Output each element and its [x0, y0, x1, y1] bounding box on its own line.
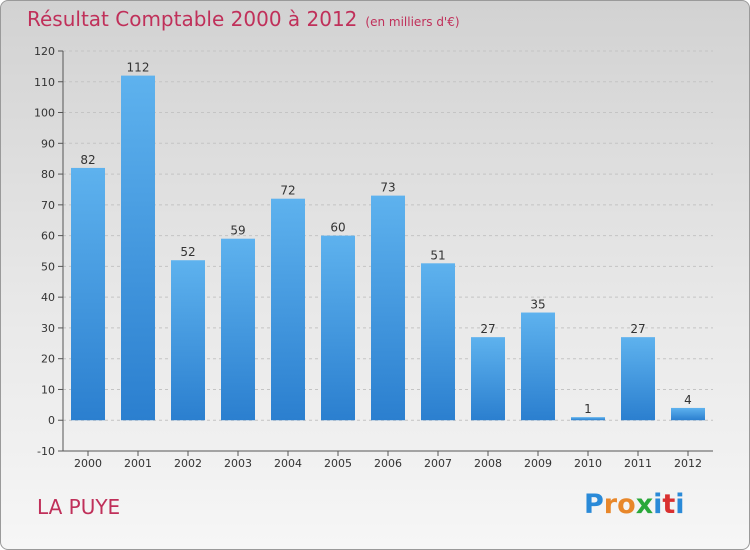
- y-tick-label: 30: [41, 322, 55, 335]
- logo-letter: t: [662, 489, 676, 520]
- logo-letter: o: [617, 489, 636, 520]
- proxiti-logo: Proxiti: [584, 489, 685, 520]
- logo-letter: i: [653, 489, 663, 520]
- value-label: 35: [530, 298, 545, 312]
- bar-2002: [171, 260, 205, 421]
- y-tick-label: 10: [41, 383, 55, 396]
- x-tick-label: 2009: [524, 457, 552, 470]
- y-tick-label: 20: [41, 353, 55, 366]
- value-label: 59: [230, 224, 245, 238]
- value-label: 27: [480, 322, 495, 336]
- y-tick-label: 80: [41, 168, 55, 181]
- x-tick-label: 2004: [274, 457, 302, 470]
- x-tick-label: 2001: [124, 457, 152, 470]
- value-label: 60: [330, 221, 345, 235]
- value-label: 4: [684, 393, 692, 407]
- x-tick-label: 2012: [674, 457, 702, 470]
- bar-2003: [221, 238, 255, 421]
- x-tick-label: 2006: [374, 457, 402, 470]
- logo-letter: i: [675, 489, 685, 520]
- logo-letter: P: [584, 489, 604, 520]
- bar-2011: [621, 337, 655, 421]
- bar-2000: [71, 167, 105, 421]
- bar-2009: [521, 312, 555, 421]
- x-tick-label: 2011: [624, 457, 652, 470]
- chart-subtitle: (en milliers d'€): [365, 15, 460, 29]
- x-tick-label: 2002: [174, 457, 202, 470]
- y-tick-label: 70: [41, 199, 55, 212]
- y-tick-label: 100: [34, 107, 55, 120]
- axes: [58, 50, 713, 456]
- value-label: 51: [430, 248, 445, 262]
- y-tick-label: 90: [41, 137, 55, 150]
- y-tick-label: 0: [48, 414, 55, 427]
- value-label: 27: [630, 322, 645, 336]
- value-label: 1: [584, 402, 592, 416]
- x-tick-label: 2003: [224, 457, 252, 470]
- bar-2001: [121, 75, 155, 421]
- x-tick-label: 2005: [324, 457, 352, 470]
- bar-2004: [271, 198, 305, 421]
- value-label: 82: [80, 153, 95, 167]
- value-label: 73: [380, 181, 395, 195]
- x-tick-label: 2007: [424, 457, 452, 470]
- bar-2005: [321, 235, 355, 421]
- chart-title-text: Résultat Comptable 2000 à 2012: [27, 7, 358, 31]
- chart-title: Résultat Comptable 2000 à 2012 (en millie…: [27, 7, 460, 31]
- bar-2007: [421, 263, 455, 421]
- labels: -10 0 10 20 30 40 50 60 70 80 90 100 110 120 82 2000 112…: [34, 45, 702, 470]
- value-label: 72: [280, 184, 295, 198]
- x-tick-label: 2000: [74, 457, 102, 470]
- logo-letter: x: [635, 489, 654, 520]
- y-tick-label: 110: [34, 76, 55, 89]
- y-tick-label: 40: [41, 291, 55, 304]
- bar-2008: [471, 337, 505, 421]
- y-tick-label: -10: [37, 445, 55, 458]
- bar-2010: [571, 417, 605, 421]
- y-tick-label: 60: [41, 230, 55, 243]
- logo-letter: r: [603, 489, 618, 520]
- y-tick-label: 120: [34, 45, 55, 58]
- place-name: LA PUYE: [37, 495, 121, 519]
- value-label: 112: [127, 61, 150, 75]
- bar-2006: [371, 195, 405, 421]
- bar-2012: [671, 407, 705, 421]
- x-tick-label: 2010: [574, 457, 602, 470]
- bars: [71, 75, 705, 421]
- y-tick-label: 50: [41, 260, 55, 273]
- x-tick-label: 2008: [474, 457, 502, 470]
- value-label: 52: [180, 245, 195, 259]
